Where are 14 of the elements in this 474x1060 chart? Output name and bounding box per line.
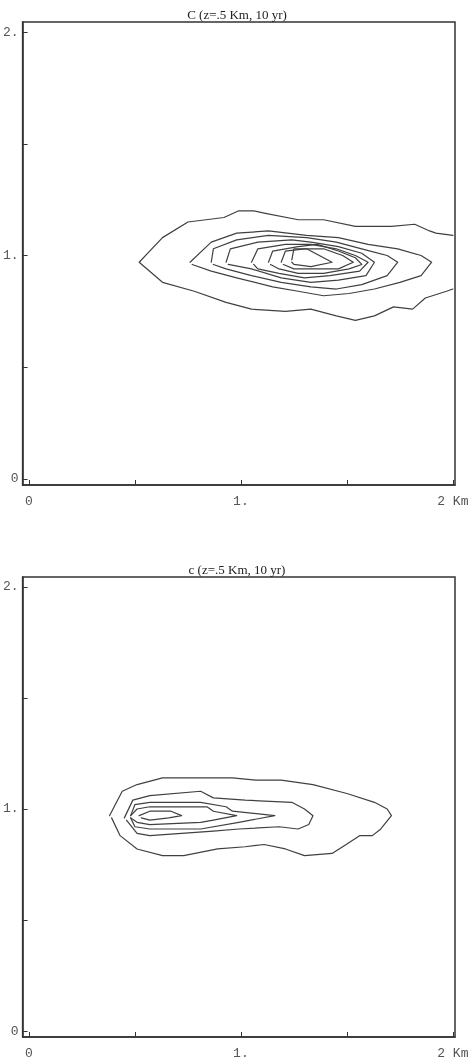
x-tick-label: 2 Km: [437, 1046, 469, 1060]
y-tick-label: 1.: [2, 248, 19, 264]
y-tick-label: 1.: [2, 801, 19, 817]
x-tick-label: 1.: [233, 494, 249, 509]
x-tick-label: 0: [25, 494, 33, 509]
x-tick-label: 1.: [233, 1046, 249, 1060]
chart-title: c (z=.5 Km, 10 yr): [188, 562, 286, 577]
y-tick-label: 2.: [2, 24, 19, 40]
x-tick-label: 0: [25, 1046, 33, 1060]
y-tick-label: 0: [10, 1023, 19, 1039]
y-tick-label: 2.: [2, 579, 19, 595]
x-tick-label: 2 Km: [437, 494, 469, 509]
y-tick-label: 0: [10, 471, 19, 487]
chart-title: C (z=.5 Km, 10 yr): [187, 7, 287, 22]
